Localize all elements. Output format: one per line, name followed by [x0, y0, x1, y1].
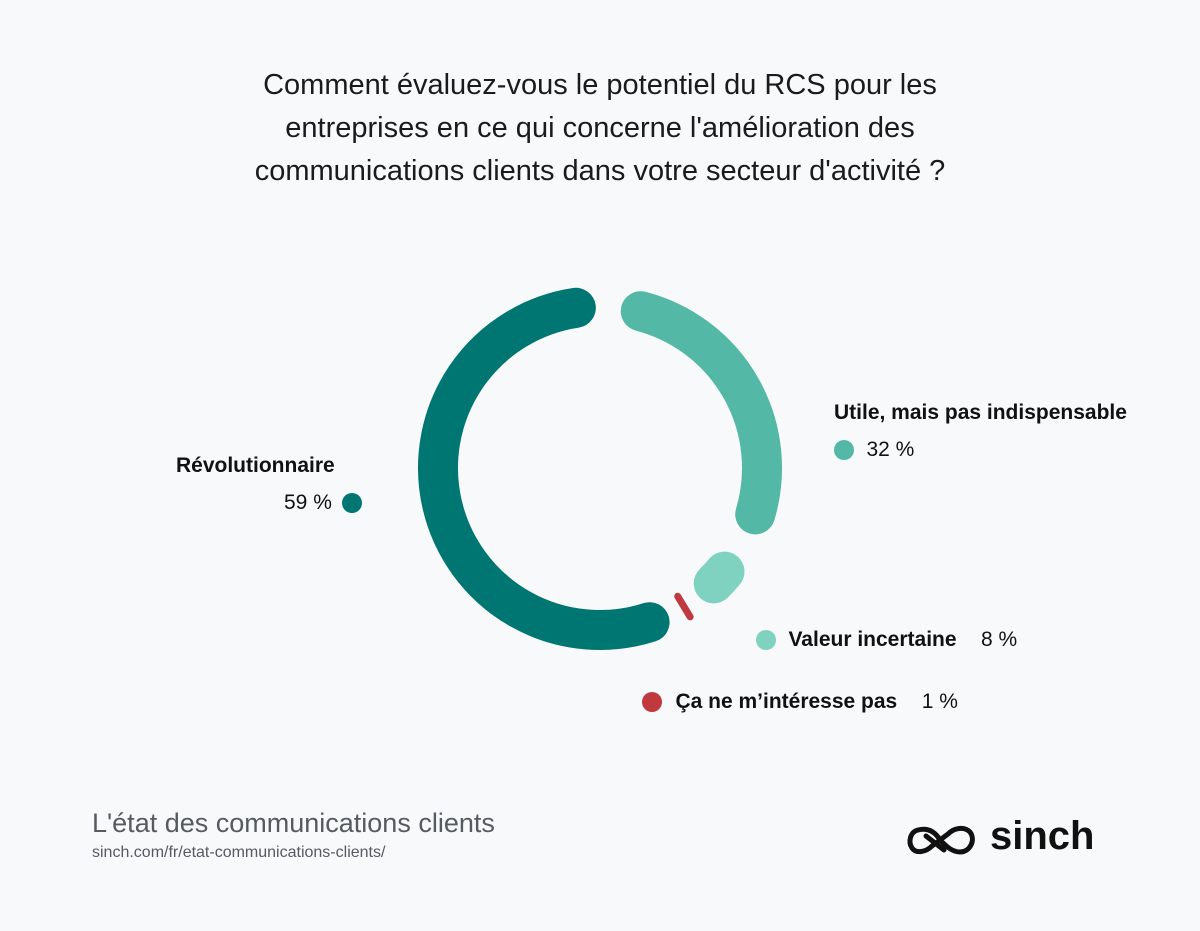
logo-text: sinch: [990, 814, 1095, 858]
legend-revolutionnaire-name: Révolutionnaire: [176, 454, 335, 478]
legend-dot-valeur-incertaine: [756, 629, 776, 650]
legend-dot-ca-ne-minteresse-pas: [642, 691, 662, 712]
donut-slice-utile-mais-pas-indispensable: [620, 291, 782, 535]
series-name-ca-ne-minteresse-pas: Ça ne m’intéresse pas: [675, 690, 898, 713]
legend-ca-ne-minteresse-pas: Ça ne m’intéresse pas 1 %: [642, 690, 958, 714]
title-line-3: communications clients dans votre secteu…: [254, 155, 946, 187]
donut-slice-ça-ne-m-intéresse-pas: [674, 592, 694, 621]
donut-slice-valeur-incertaine: [693, 551, 745, 604]
legend-dot-utile: [834, 439, 854, 460]
data-label-revolutionnaire: 59 %: [284, 491, 332, 514]
data-label-valeur-incertaine: 8 %: [981, 628, 1018, 651]
title-line-1: Comment évaluez-vous le potentiel du RCS…: [263, 69, 937, 101]
footer-title: L'état des communications clients: [92, 808, 495, 838]
data-label-ca-ne-minteresse-pas: 1 %: [921, 690, 958, 713]
chart-title: Comment évaluez-vous le potentiel du RCS…: [150, 64, 1050, 193]
footer-url: sinch.com/fr/etat-communications-clients…: [92, 844, 386, 861]
title-line-2: entreprises en ce qui concerne l'amélior…: [285, 112, 915, 144]
legend-valeur-incertaine: Valeur incertaine 8 %: [756, 628, 1017, 652]
legend-revolutionnaire-value: 59 %: [284, 491, 363, 515]
legend-dot-revolutionnaire: [342, 492, 363, 513]
series-name-utile: Utile, mais pas indispensable: [834, 401, 1127, 424]
series-name-revolutionnaire: Révolutionnaire: [176, 454, 335, 477]
data-label-utile: 32 %: [866, 438, 915, 461]
legend-utile-name: Utile, mais pas indispensable: [834, 401, 1127, 425]
series-name-valeur-incertaine: Valeur incertaine: [788, 628, 957, 651]
legend-utile-value: 32 %: [834, 438, 914, 462]
donut-slice-révolutionnaire: [418, 287, 670, 650]
sinch-infinity-icon: [907, 825, 975, 855]
